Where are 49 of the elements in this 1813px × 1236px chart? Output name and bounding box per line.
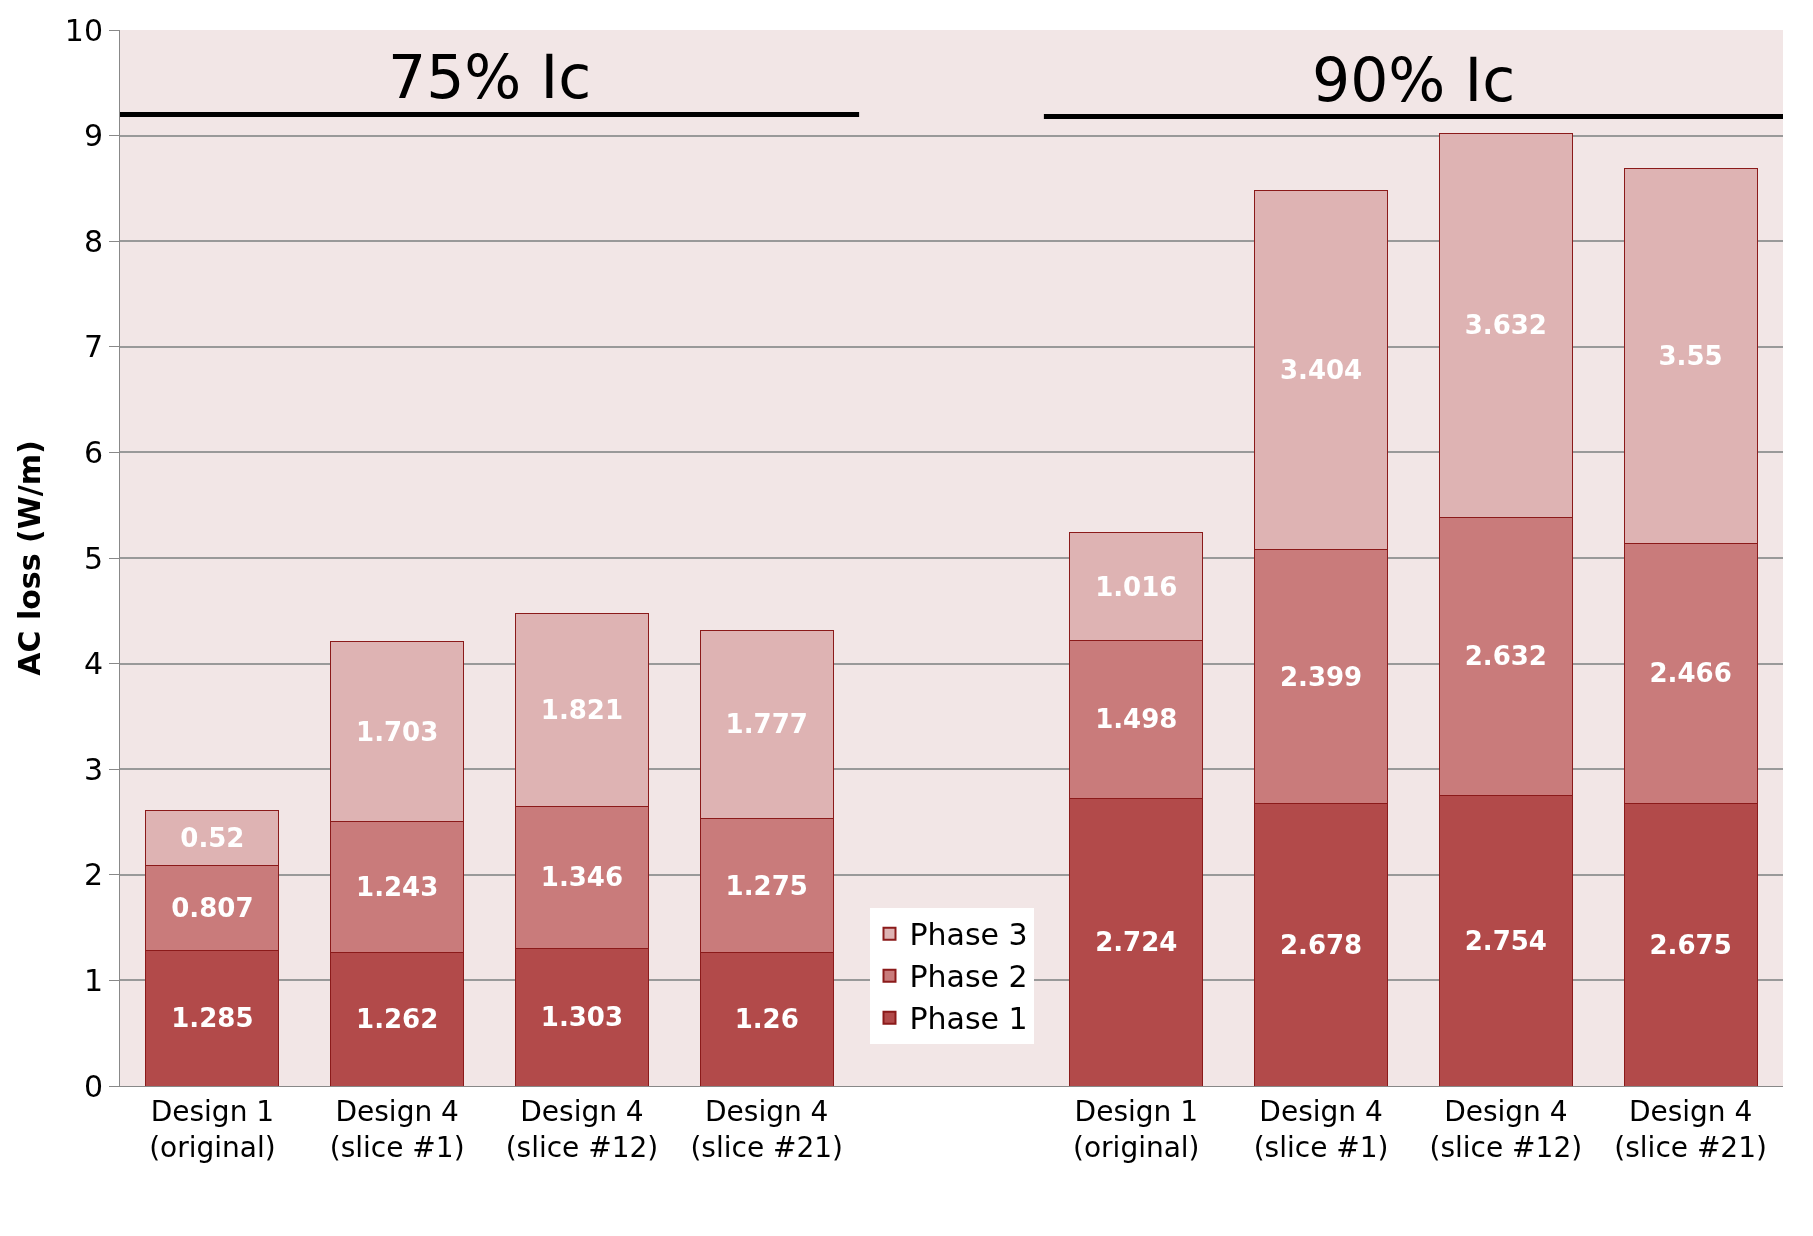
data-label: 1.498 — [1095, 704, 1178, 735]
data-label: 1.016 — [1095, 571, 1178, 602]
x-tick-label: Design 4 (slice #12) — [1429, 1094, 1583, 1164]
data-label: 0.52 — [180, 822, 245, 853]
y-tick-label: 10 — [64, 12, 103, 48]
data-label: 3.632 — [1464, 310, 1547, 341]
data-label: 2.724 — [1095, 927, 1178, 958]
data-label: 2.678 — [1279, 929, 1363, 960]
x-tick-label: Design 4 (slice #21) — [690, 1094, 844, 1164]
data-label: 3.55 — [1658, 340, 1723, 371]
y-tick-label: 3 — [83, 751, 103, 787]
y-tick-label: 2 — [83, 857, 103, 893]
data-label: 1.346 — [540, 862, 624, 893]
data-label: 2.632 — [1464, 641, 1547, 672]
y-tick-label: 0 — [83, 1068, 103, 1104]
x-tick-label: Design 4 (slice #21) — [1614, 1094, 1767, 1164]
data-label: 2.754 — [1464, 925, 1547, 956]
y-tick-label: 4 — [83, 646, 103, 682]
data-label: 1.703 — [356, 716, 439, 747]
y-axis-title: AC loss (W/m) — [11, 440, 47, 676]
data-label: 1.285 — [171, 1003, 254, 1034]
data-label: 2.675 — [1649, 929, 1732, 960]
y-tick-label: 5 — [83, 540, 103, 576]
legend-label: Phase 3 — [909, 917, 1028, 953]
data-label: 1.777 — [725, 709, 808, 740]
y-tick-label: 7 — [83, 329, 103, 365]
data-label: 1.26 — [734, 1004, 799, 1035]
ref-line-label: 75% Ic — [388, 42, 592, 112]
data-label: 1.821 — [540, 695, 624, 726]
data-label: 1.262 — [356, 1004, 439, 1035]
y-tick-label: 9 — [83, 118, 103, 154]
y-tick-label: 8 — [83, 223, 103, 259]
data-label: 2.399 — [1279, 661, 1363, 692]
x-tick-label: Design 4 (slice #1) — [1253, 1094, 1389, 1164]
data-label: 1.303 — [540, 1002, 624, 1033]
y-tick-label: 6 — [83, 434, 103, 470]
data-label: 3.404 — [1279, 355, 1363, 386]
data-label: 0.807 — [171, 892, 254, 923]
x-tick-label: Design 4 (slice #1) — [329, 1094, 465, 1164]
ref-line-label: 90% Ic — [1312, 45, 1516, 115]
legend-label: Phase 1 — [909, 1001, 1028, 1037]
x-tick-label: Design 1 (original) — [149, 1094, 276, 1164]
data-label: 1.243 — [356, 872, 439, 903]
y-tick-label: 1 — [83, 962, 103, 998]
x-tick-label: Design 1 (original) — [1073, 1094, 1200, 1164]
legend-label: Phase 2 — [909, 959, 1028, 995]
data-label: 1.275 — [725, 870, 808, 901]
x-tick-label: Design 4 (slice #12) — [505, 1094, 659, 1164]
data-label: 2.466 — [1649, 658, 1732, 689]
